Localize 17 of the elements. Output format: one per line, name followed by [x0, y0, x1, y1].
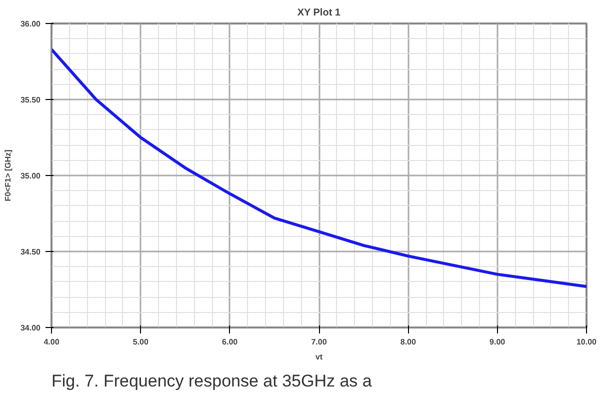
y-tick-label: 35.50 — [20, 96, 42, 104]
x-tick-label: 8.00 — [400, 338, 417, 346]
x-axis-title: vt — [315, 352, 323, 362]
x-tick-label: 10.00 — [576, 338, 598, 346]
x-tick-label: 7.00 — [311, 338, 328, 346]
caption: Fig. 7. Frequency response at 35GHz as a — [52, 372, 372, 390]
y-tick-label: 35.00 — [20, 172, 42, 180]
y-tick-label: 36.00 — [20, 20, 42, 28]
x-tick-label: 4.00 — [44, 338, 60, 346]
y-tick-label: 34.50 — [20, 248, 42, 256]
chart-title: XY Plot 1 — [297, 8, 341, 18]
y-tick-label: 34.00 — [20, 324, 42, 332]
x-tick-label: 9.00 — [490, 338, 506, 346]
y-axis-title: F0<F1> [GHz] — [3, 149, 12, 202]
line-series — [52, 48, 586, 288]
x-tick-label: 6.00 — [222, 338, 238, 346]
x-tick-label: 5.00 — [132, 338, 150, 346]
